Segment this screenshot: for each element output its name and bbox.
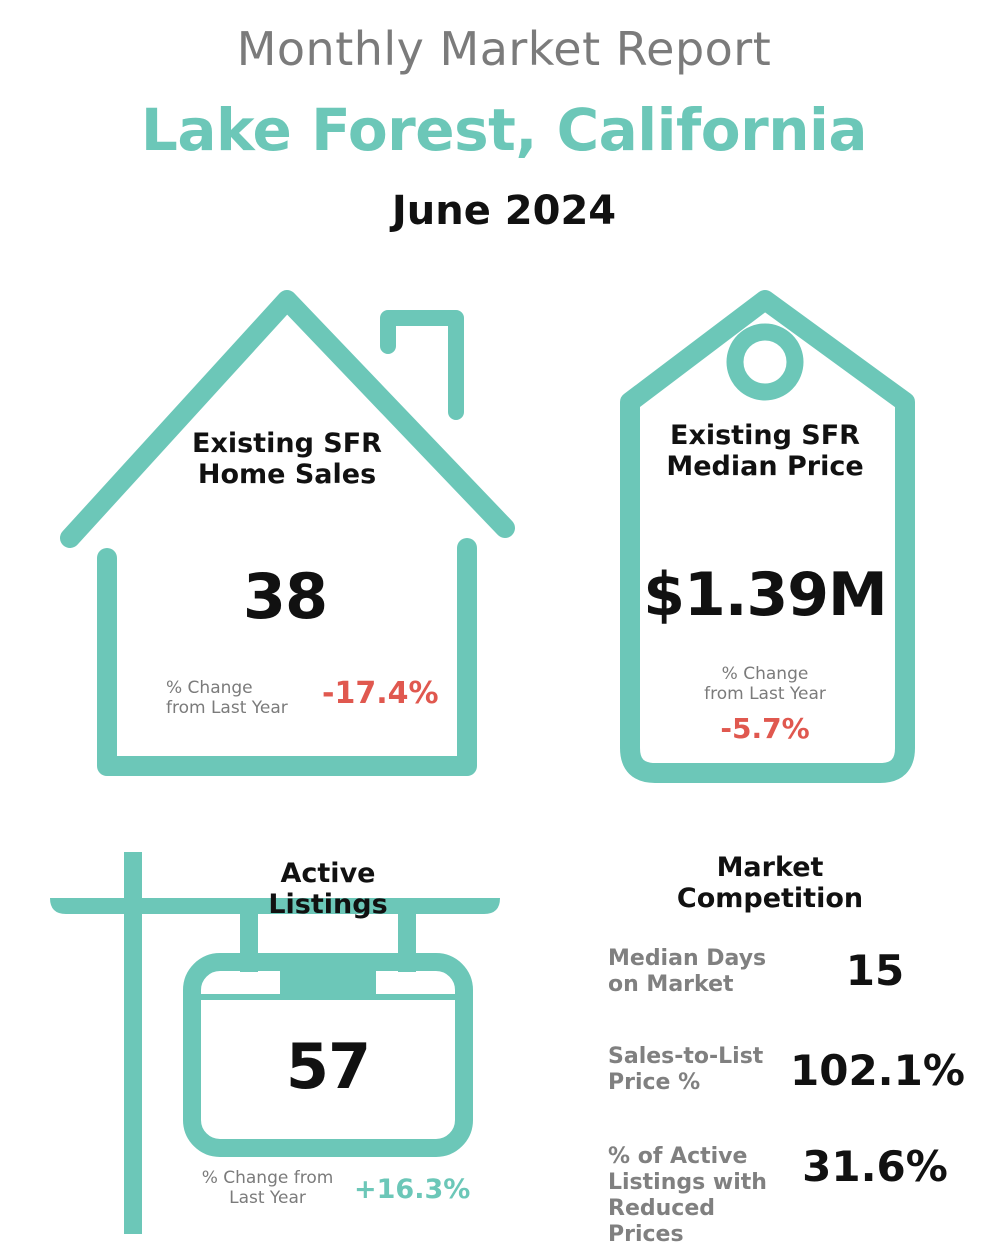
market-competition-title: Market Competition — [660, 852, 880, 914]
price-tag-icon — [620, 290, 915, 783]
home-sales-change-label: % Change from Last Year — [166, 678, 306, 718]
metric-label-line: Price % — [608, 1070, 701, 1095]
metric-label-line: on Market — [608, 972, 734, 997]
market-competition-title-line2: Competition — [676, 883, 864, 914]
metric-label-line: % of Active — [608, 1144, 748, 1169]
location-title: Lake Forest, California — [140, 96, 868, 164]
market-competition-title-line1: Market — [716, 852, 824, 883]
home-sales-title-line2: Home Sales — [197, 459, 377, 490]
metric-label-line: Median Days — [608, 946, 767, 971]
report-title: Monthly Market Report — [236, 22, 772, 76]
median-price-title-line2: Median Price — [666, 451, 864, 482]
metric-label-line: Reduced Prices — [608, 1196, 715, 1247]
home-sales-change-value: -17.4% — [322, 676, 439, 711]
home-sales-title: Existing SFR Home Sales — [167, 428, 407, 490]
metric-value-sales-to-list: 102.1% — [790, 1046, 965, 1095]
metric-value-reduced-prices: 31.6% — [802, 1142, 948, 1191]
median-price-title-line1: Existing SFR — [670, 420, 860, 451]
active-listings-change-label-line1: % Change from — [201, 1168, 334, 1188]
metric-label-reduced-prices: % of Active Listings with Reduced Prices — [608, 1144, 798, 1248]
metric-label-line: Sales-to-List — [608, 1044, 764, 1069]
active-listings-value: 57 — [285, 1030, 371, 1103]
home-sales-value: 38 — [242, 560, 328, 633]
median-price-change-label-line1: % Change — [721, 664, 809, 684]
median-price-title: Existing SFR Median Price — [655, 420, 875, 482]
for-sale-sign-icon — [50, 852, 500, 1234]
home-sales-title-line1: Existing SFR — [192, 428, 382, 459]
report-period: June 2024 — [391, 188, 617, 234]
median-price-change-label: % Change from Last Year — [690, 664, 840, 704]
active-listings-title: Active Listings — [268, 858, 388, 920]
metric-value-median-days: 15 — [845, 946, 905, 995]
median-price-change-value: -5.7% — [720, 712, 810, 745]
home-sales-change-label-line2: from Last Year — [166, 698, 288, 718]
house-icon — [60, 290, 515, 776]
home-sales-change-label-line1: % Change — [166, 678, 253, 698]
active-listings-change-value: +16.3% — [354, 1174, 471, 1205]
median-price-change-label-line2: from Last Year — [704, 684, 826, 704]
active-listings-change-label-line2: Last Year — [229, 1188, 306, 1208]
metric-label-sales-to-list: Sales-to-List Price % — [608, 1044, 788, 1096]
metric-label-line: Listings with — [608, 1170, 767, 1195]
median-price-value: $1.39M — [643, 560, 888, 630]
active-listings-change-label: % Change from Last Year — [200, 1168, 335, 1208]
metric-label-median-days: Median Days on Market — [608, 946, 788, 998]
